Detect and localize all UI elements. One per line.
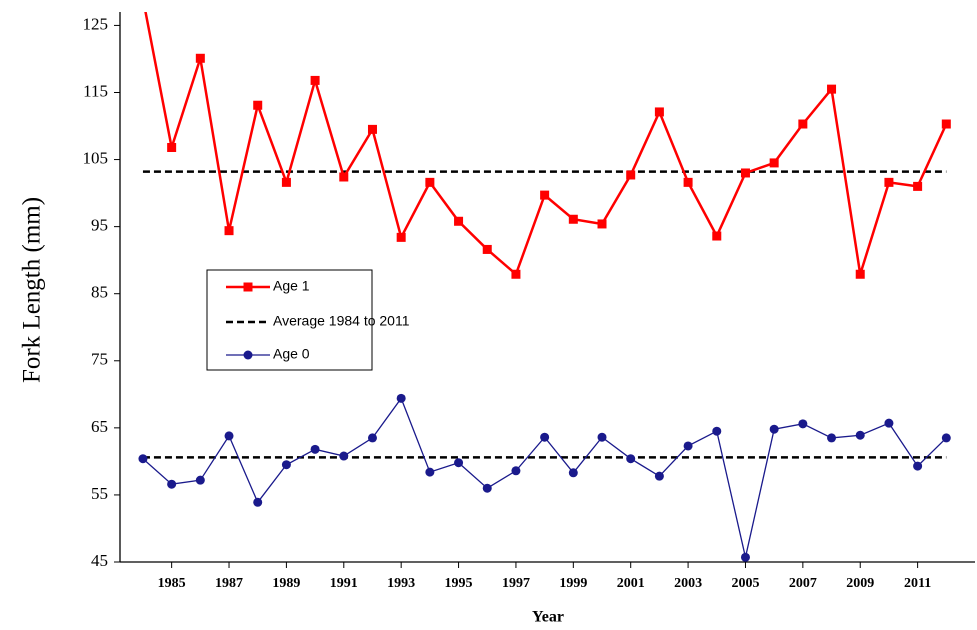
x-tick-label: 2009 [846, 576, 874, 591]
x-tick-label: 1997 [502, 576, 530, 591]
marker [454, 458, 464, 468]
x-tick-label: 1985 [158, 576, 186, 591]
marker [367, 433, 377, 443]
marker [339, 451, 349, 461]
marker [138, 0, 147, 3]
x-tick-label: 1995 [445, 576, 473, 591]
marker [224, 431, 234, 441]
series-line [144, 12, 948, 277]
marker [339, 172, 349, 182]
marker [941, 119, 951, 129]
x-axis-label: Year [532, 609, 564, 626]
marker [568, 468, 578, 478]
y-tick-label: 125 [83, 14, 109, 33]
marker [425, 177, 435, 187]
marker [167, 479, 177, 489]
marker [798, 119, 808, 129]
x-tick-label: 1989 [272, 576, 300, 591]
marker [740, 552, 750, 562]
marker [253, 100, 263, 110]
y-tick-label: 65 [91, 417, 108, 436]
marker [511, 466, 521, 476]
legend-marker [243, 350, 253, 360]
marker [683, 441, 693, 451]
marker [626, 170, 636, 180]
marker [913, 461, 923, 471]
legend-label: Age 0 [273, 346, 310, 362]
marker [884, 418, 894, 428]
marker [310, 75, 320, 85]
series-line [142, 396, 947, 558]
marker [167, 142, 177, 152]
marker [540, 190, 550, 200]
marker [367, 124, 377, 134]
marker [396, 393, 406, 403]
legend-label: Average 1984 to 2011 [273, 313, 410, 329]
x-tick-label: 2005 [731, 576, 759, 591]
y-tick-label: 55 [91, 484, 108, 503]
x-tick-label: 1999 [559, 576, 587, 591]
x-tick-label: 2003 [674, 576, 702, 591]
x-tick-label: 1993 [387, 576, 415, 591]
marker [224, 226, 234, 236]
y-tick-label: 85 [91, 283, 108, 302]
marker [712, 426, 722, 436]
marker [855, 430, 865, 440]
marker [597, 219, 607, 229]
marker [769, 424, 779, 434]
marker [310, 444, 320, 454]
marker [425, 467, 435, 477]
plot-area [138, 0, 951, 562]
y-axis-label: Fork Length (mm) [19, 197, 46, 383]
marker [626, 454, 636, 464]
marker [827, 433, 837, 443]
x-tick-label: 2011 [904, 576, 931, 591]
legend-label: Age 1 [273, 278, 310, 294]
marker [195, 475, 205, 485]
marker [941, 433, 951, 443]
y-tick-label: 75 [91, 350, 108, 369]
y-tick-label: 115 [83, 81, 108, 100]
marker [683, 177, 693, 187]
marker [798, 419, 808, 429]
marker [654, 471, 664, 481]
marker [195, 53, 205, 63]
x-tick-label: 2001 [617, 576, 645, 591]
marker [597, 432, 607, 442]
marker [884, 177, 894, 187]
marker [855, 269, 865, 279]
marker [511, 269, 521, 279]
marker [712, 231, 722, 241]
marker [253, 497, 263, 507]
marker [740, 168, 750, 178]
x-tick-label: 2007 [789, 576, 817, 591]
marker [138, 454, 148, 464]
y-tick-label: 45 [91, 551, 108, 570]
marker [654, 107, 664, 117]
marker [396, 232, 406, 242]
marker [482, 483, 492, 493]
marker [454, 216, 464, 226]
marker [827, 84, 837, 94]
marker [568, 214, 578, 224]
marker [281, 177, 291, 187]
x-tick-label: 1991 [330, 576, 358, 591]
marker [913, 181, 923, 191]
legend-marker [243, 282, 253, 292]
marker [540, 432, 550, 442]
marker [281, 460, 291, 470]
marker [769, 158, 779, 168]
y-tick-label: 105 [83, 148, 109, 167]
marker [482, 244, 492, 254]
y-tick-label: 95 [91, 216, 108, 235]
x-tick-label: 1987 [215, 576, 243, 591]
